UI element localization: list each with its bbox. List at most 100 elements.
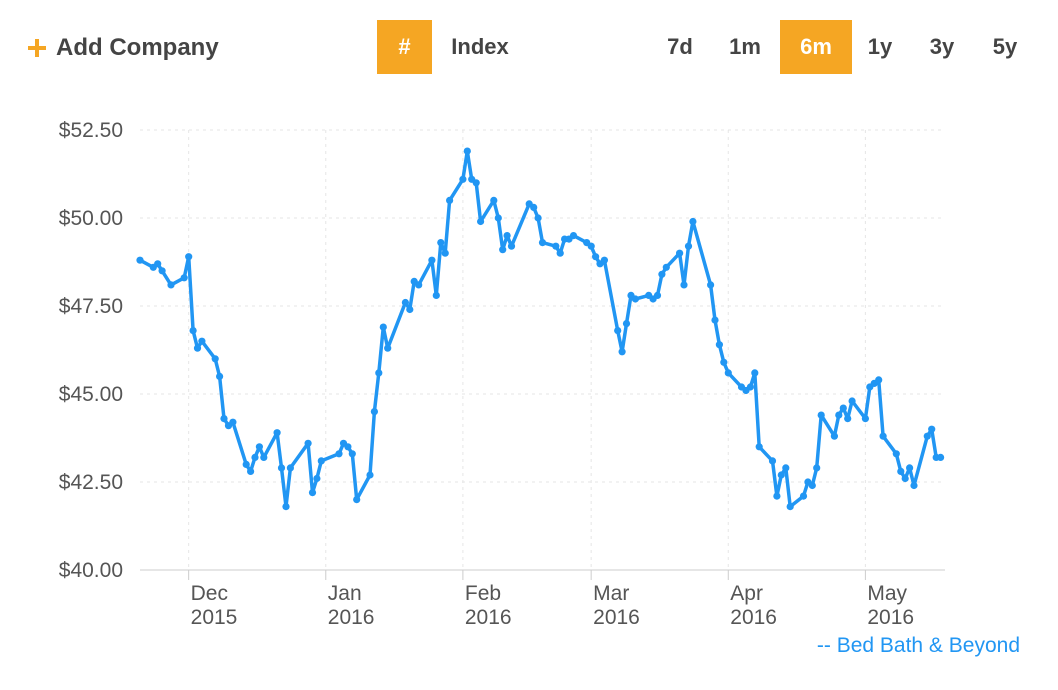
data-point (928, 425, 936, 433)
data-point (441, 249, 449, 257)
data-point (786, 503, 794, 511)
data-point (317, 457, 325, 465)
range-button-6m[interactable]: 6m (780, 20, 852, 74)
data-point (185, 253, 193, 261)
index-mode-button[interactable]: Index (451, 34, 509, 59)
data-point (746, 383, 755, 391)
data-point (428, 256, 436, 264)
data-point (773, 492, 781, 500)
legend-entry[interactable]: -- Bed Bath & Beyond (816, 634, 1020, 657)
data-point (375, 369, 383, 377)
hash-mode-button[interactable]: # (377, 20, 432, 74)
data-point (260, 453, 268, 461)
data-point (167, 281, 175, 289)
data-point (538, 239, 547, 247)
data-point (684, 242, 693, 250)
y-tick-label: $40.00 (59, 559, 123, 582)
data-point (216, 372, 224, 380)
data-point (552, 242, 560, 250)
data-point (600, 256, 609, 264)
data-point (353, 496, 361, 504)
data-point (437, 239, 445, 247)
data-point (344, 443, 352, 451)
data-point (808, 481, 816, 490)
y-axis: $52.50 $50.00 $47.50 $45.00 $42.50 $40.00 (59, 119, 123, 582)
data-point (839, 404, 847, 412)
data-point (286, 464, 294, 472)
data-point (720, 358, 728, 366)
data-point (923, 432, 931, 440)
range-button-7d[interactable]: 7d (667, 34, 693, 59)
data-point (658, 270, 666, 278)
data-point (366, 471, 374, 479)
data-point (777, 471, 785, 479)
data-point (463, 147, 471, 155)
data-point (499, 246, 507, 254)
data-point (494, 214, 502, 222)
plus-icon (28, 39, 46, 57)
chart-grid (140, 129, 945, 571)
data-point (680, 281, 688, 289)
data-point (193, 344, 202, 352)
data-point (799, 492, 808, 500)
data-point (569, 232, 578, 240)
data-point (614, 327, 622, 335)
data-point (875, 376, 883, 384)
x-tick-year: 2016 (593, 606, 640, 629)
data-point (273, 429, 281, 437)
data-point (211, 355, 219, 363)
x-tick-year: 2015 (191, 606, 238, 629)
x-tick-year: 2016 (867, 606, 914, 629)
data-point (715, 341, 724, 349)
data-point (937, 453, 945, 461)
range-button-5y[interactable]: 5y (992, 34, 1018, 59)
data-point (198, 337, 206, 345)
x-tick-year: 2016 (465, 606, 512, 629)
chart-toolbar: Add Company # Index 7d 1m 6m 1y 3y 5y (0, 0, 1058, 95)
data-point (711, 316, 719, 324)
data-point (676, 249, 684, 257)
data-point (304, 439, 312, 447)
data-point (335, 450, 343, 458)
data-point (848, 397, 856, 405)
data-point (892, 450, 900, 458)
series-layer (136, 147, 945, 511)
y-tick-label: $47.50 (59, 295, 123, 318)
data-point (755, 443, 763, 451)
data-point (530, 203, 538, 211)
data-point (817, 411, 825, 419)
data-point (154, 260, 162, 268)
data-point (503, 232, 511, 240)
range-button-3y[interactable]: 3y (929, 34, 955, 59)
data-point (587, 242, 595, 250)
x-tick-month: Mar (593, 582, 629, 605)
data-point (415, 281, 423, 289)
data-point (662, 263, 670, 271)
data-point (901, 474, 909, 483)
data-point (861, 415, 870, 423)
x-tick-month: Apr (730, 582, 763, 605)
data-point (136, 256, 144, 264)
add-company-button[interactable]: Add Company (28, 28, 219, 68)
x-tick-month: Feb (465, 582, 501, 605)
range-button-1y[interactable]: 1y (867, 34, 893, 59)
data-point (906, 464, 914, 472)
x-tick-month: Jan (328, 582, 362, 605)
data-point (251, 453, 259, 461)
data-point (472, 179, 480, 187)
y-tick-label: $52.50 (59, 119, 123, 142)
data-point (724, 369, 732, 377)
x-tick-year: 2016 (328, 606, 375, 629)
data-point (277, 464, 286, 472)
data-point (477, 217, 485, 226)
y-tick-label: $50.00 (59, 207, 123, 230)
data-point (189, 327, 197, 335)
x-tick-month: May (867, 582, 907, 605)
data-point (897, 467, 905, 475)
data-point (308, 489, 317, 497)
data-point (592, 253, 600, 261)
data-point (242, 460, 250, 468)
data-point (370, 408, 378, 416)
range-button-1m[interactable]: 1m (729, 34, 761, 59)
